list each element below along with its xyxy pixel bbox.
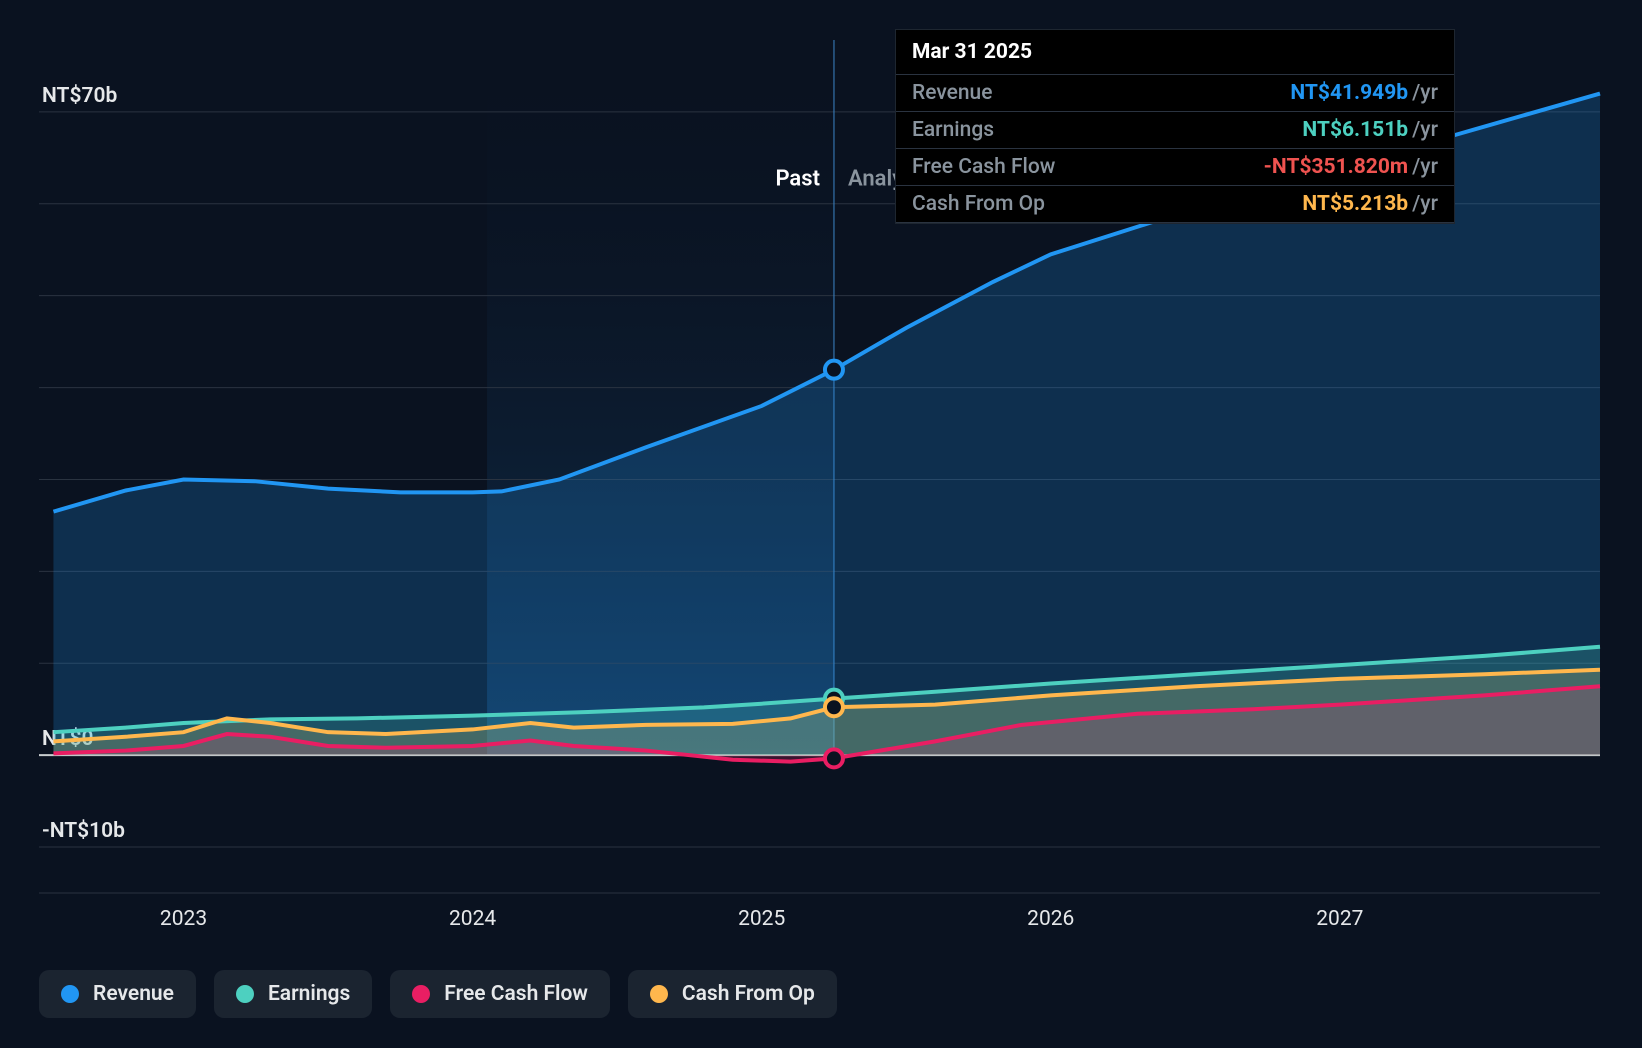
- legend-label: Earnings: [268, 982, 350, 1006]
- tooltip-row-label: Free Cash Flow: [912, 155, 1055, 179]
- x-tick-label: 2023: [160, 907, 207, 931]
- legend-item-fcf[interactable]: Free Cash Flow: [390, 970, 610, 1018]
- legend-swatch: [412, 985, 430, 1003]
- tooltip-row-label: Cash From Op: [912, 192, 1045, 216]
- x-tick-label: 2025: [738, 907, 785, 931]
- tooltip-row-value: -NT$351.820m/yr: [1264, 155, 1438, 179]
- tooltip-row: Earnings NT$6.151b/yr: [896, 112, 1454, 149]
- chart-legend: Revenue Earnings Free Cash Flow Cash From O…: [39, 970, 837, 1018]
- y-tick-label: -NT$10b: [42, 819, 125, 843]
- marker-revenue: [825, 361, 843, 379]
- marker-cfo: [825, 698, 843, 716]
- legend-swatch: [650, 985, 668, 1003]
- tooltip-row-label: Revenue: [912, 81, 992, 105]
- x-tick-label: 2024: [449, 907, 496, 931]
- tooltip-row: Cash From Op NT$5.213b/yr: [896, 186, 1454, 223]
- tooltip-date: Mar 31 2025: [896, 30, 1454, 75]
- legend-swatch: [236, 985, 254, 1003]
- legend-item-revenue[interactable]: Revenue: [39, 970, 196, 1018]
- x-tick-label: 2027: [1316, 907, 1363, 931]
- label-past: Past: [775, 166, 820, 191]
- y-tick-label: NT$70b: [42, 84, 117, 108]
- x-tick-label: 2026: [1027, 907, 1074, 931]
- legend-label: Revenue: [93, 982, 174, 1006]
- legend-item-earnings[interactable]: Earnings: [214, 970, 372, 1018]
- tooltip-row-value: NT$6.151b/yr: [1302, 118, 1438, 142]
- legend-swatch: [61, 985, 79, 1003]
- legend-label: Free Cash Flow: [444, 982, 588, 1006]
- tooltip-row-value: NT$5.213b/yr: [1302, 192, 1438, 216]
- tooltip-row-label: Earnings: [912, 118, 994, 142]
- hover-tooltip: Mar 31 2025 Revenue NT$41.949b/yr Earnings…: [895, 29, 1455, 224]
- legend-item-cfo[interactable]: Cash From Op: [628, 970, 837, 1018]
- marker-fcf: [825, 749, 843, 767]
- legend-label: Cash From Op: [682, 982, 815, 1006]
- tooltip-row: Revenue NT$41.949b/yr: [896, 75, 1454, 112]
- tooltip-row: Free Cash Flow -NT$351.820m/yr: [896, 149, 1454, 186]
- tooltip-row-value: NT$41.949b/yr: [1290, 81, 1438, 105]
